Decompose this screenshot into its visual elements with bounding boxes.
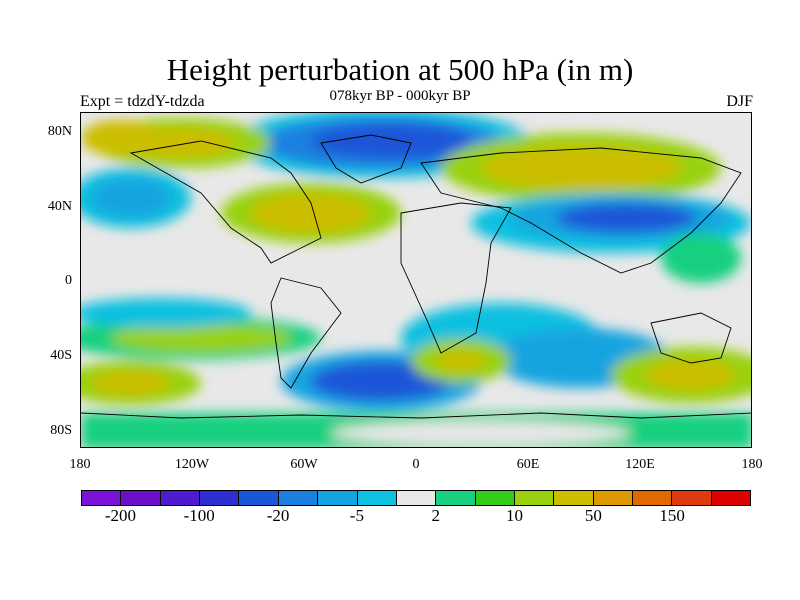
colorbar-label: -200 bbox=[104, 506, 136, 525]
height-perturbation-map bbox=[80, 112, 752, 448]
colorbar-swatch bbox=[554, 491, 594, 505]
colorbar-swatch bbox=[82, 491, 122, 505]
colorbar-label: -20 bbox=[266, 506, 290, 525]
experiment-label: Expt = tdzdY-tdzda bbox=[80, 93, 205, 110]
lon-label-60e: 60E bbox=[516, 457, 540, 472]
colorbar-swatch bbox=[711, 491, 751, 505]
lon-label-60w: 60W bbox=[290, 457, 318, 472]
lat-label-0: 0 bbox=[65, 273, 72, 288]
colorbar-swatch bbox=[593, 491, 634, 505]
lon-label-180w: 180 bbox=[69, 457, 91, 472]
colorbar-swatch bbox=[200, 491, 240, 505]
colorbar-swatch bbox=[239, 491, 279, 505]
plot-subtitle: 078kyr BP - 000kyr BP bbox=[329, 88, 471, 104]
colorbar-swatch bbox=[160, 491, 201, 505]
colorbar-swatch bbox=[121, 491, 161, 505]
colorbar-label: 150 bbox=[659, 506, 685, 525]
lat-label-40n: 40N bbox=[47, 199, 72, 214]
colorbar-label: -100 bbox=[183, 506, 215, 525]
colorbar-label: 10 bbox=[506, 506, 524, 525]
colorbar-swatch bbox=[475, 491, 515, 505]
colorbar-swatch bbox=[318, 491, 358, 505]
coastlines bbox=[81, 134, 751, 419]
lon-label-180e: 180 bbox=[741, 457, 763, 472]
lon-label-120w: 120W bbox=[174, 457, 210, 472]
lat-label-80s: 80S bbox=[50, 423, 72, 438]
colorbar-label: 2 bbox=[431, 506, 440, 525]
lon-label-0: 0 bbox=[412, 457, 420, 472]
colorbar-swatch bbox=[672, 491, 712, 505]
lat-label-40s: 40S bbox=[50, 348, 72, 363]
lon-label-120e: 120E bbox=[625, 457, 655, 472]
colorbar-swatch bbox=[436, 491, 476, 505]
plot-title: Height perturbation at 500 hPa (in m) bbox=[166, 52, 634, 87]
season-label: DJF bbox=[726, 93, 753, 110]
colorbar-swatch bbox=[278, 491, 319, 505]
colorbar bbox=[81, 490, 751, 506]
colorbar-label: -5 bbox=[349, 506, 364, 525]
colorbar-swatch bbox=[514, 491, 555, 505]
lat-label-80n: 80N bbox=[47, 124, 72, 139]
colorbar-swatch bbox=[396, 491, 437, 505]
colorbar-swatch bbox=[633, 491, 673, 505]
colorbar-swatch bbox=[357, 491, 397, 505]
map-canvas bbox=[81, 113, 751, 447]
colorbar-label: 50 bbox=[584, 506, 602, 525]
